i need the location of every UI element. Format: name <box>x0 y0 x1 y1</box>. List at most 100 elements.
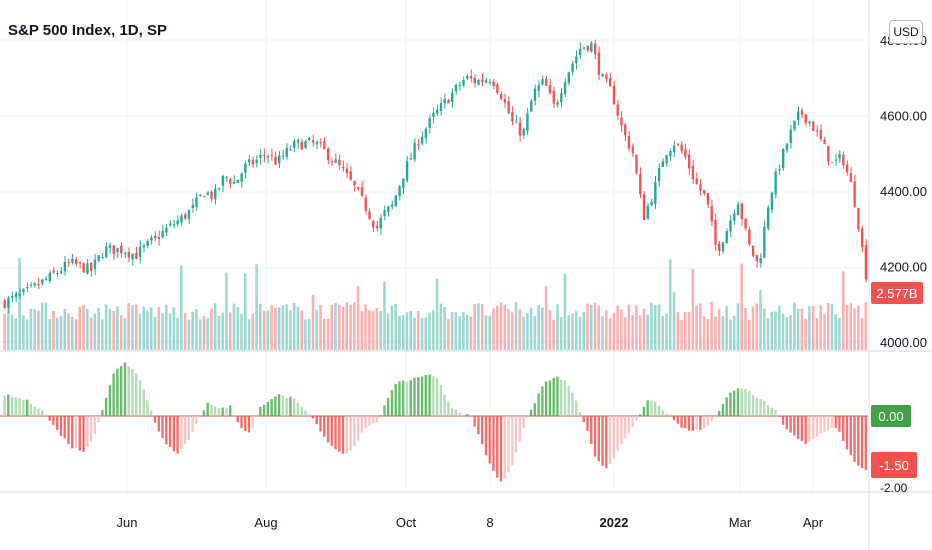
oscillator-bar <box>537 393 540 416</box>
candle-body <box>296 140 300 143</box>
oscillator-bar <box>168 416 172 447</box>
volume-bar <box>296 306 300 350</box>
candle-body <box>41 279 44 284</box>
oscillator-bar <box>183 416 187 444</box>
oscillator-bar <box>808 416 811 442</box>
candle-body <box>187 209 191 219</box>
oscillator-bar <box>356 416 360 441</box>
volume-bar <box>63 308 67 350</box>
oscillator-bar <box>620 416 623 445</box>
oscillator-bar <box>488 416 491 464</box>
oscillator-bar <box>597 416 600 462</box>
oscillator-bar <box>800 416 804 441</box>
volume-bar <box>70 316 74 350</box>
volume-bar <box>93 313 97 350</box>
candle-body <box>67 261 70 263</box>
oscillator-bar <box>52 416 55 425</box>
oscillator-bar <box>484 416 488 456</box>
volume-bar <box>778 305 781 350</box>
time-axis-label: Apr <box>803 515 824 530</box>
volume-bar <box>725 306 728 350</box>
candle-body <box>274 156 277 165</box>
candle-body <box>586 45 589 51</box>
candle-body <box>424 128 428 138</box>
volume-bar <box>650 302 653 350</box>
oscillator-bar <box>447 401 450 416</box>
volume-bar <box>116 306 119 350</box>
candle-body <box>225 177 228 179</box>
candle-body <box>710 206 713 222</box>
volume-bar <box>823 314 826 350</box>
volume-bar <box>571 313 574 350</box>
volume-bar <box>747 319 751 350</box>
oscillator-bar <box>473 416 476 427</box>
volume-bar <box>695 305 698 350</box>
candle-body <box>759 258 762 264</box>
candle-body <box>417 144 420 146</box>
oscillator-bar <box>575 400 578 416</box>
candle-body <box>454 84 458 92</box>
oscillator-bar <box>240 416 243 429</box>
candle-body <box>293 140 296 148</box>
volume-bar <box>195 309 198 350</box>
oscillator-bar <box>308 414 311 416</box>
candle-body <box>63 261 67 272</box>
oscillator-bar <box>860 416 864 469</box>
candle-body <box>255 159 258 164</box>
candle-body <box>86 263 89 274</box>
oscillator-bar <box>751 394 755 416</box>
currency-button[interactable]: USD <box>889 20 923 44</box>
oscillator-bar <box>665 413 668 416</box>
candle-body <box>703 189 706 194</box>
candle-body <box>782 149 785 169</box>
volume-bar <box>522 316 525 350</box>
oscillator-bar <box>206 402 209 416</box>
volume-bar <box>526 313 529 350</box>
candle-body <box>860 228 864 247</box>
oscillator-bar <box>811 416 815 439</box>
oscillator-bar <box>229 405 232 416</box>
candle-body <box>631 146 634 154</box>
volume-bar <box>364 304 367 350</box>
oscillator-bar <box>458 412 461 416</box>
oscillator-bar <box>462 414 465 416</box>
volume-bar <box>729 319 732 350</box>
price-axis-label: 4400.00 <box>880 184 927 199</box>
volume-bar <box>82 304 85 350</box>
oscillator-bar <box>699 416 702 430</box>
oscillator-bar <box>465 413 469 416</box>
oscillator-bar <box>221 407 224 416</box>
candle-body <box>778 169 781 171</box>
volume-bar <box>627 304 631 350</box>
candle-body <box>97 255 100 261</box>
candle-body <box>770 192 774 210</box>
oscillator-bar <box>326 416 330 443</box>
candle-body <box>812 121 815 131</box>
candle-body <box>338 159 341 166</box>
oscillator-bar <box>631 416 634 428</box>
volume-bar <box>14 318 18 350</box>
oscillator-bar <box>74 416 78 449</box>
candle-body <box>33 283 36 286</box>
volume-bar <box>270 305 273 350</box>
oscillator-bar <box>296 402 300 416</box>
volume-bar <box>699 303 702 350</box>
volume-bar <box>3 313 6 350</box>
candle-body <box>168 223 172 226</box>
candle-body <box>492 81 495 87</box>
candle-body <box>165 227 168 233</box>
oscillator-bar <box>150 410 153 416</box>
candle-body <box>74 259 78 264</box>
candle-body <box>744 218 747 229</box>
volume-bar <box>860 317 864 350</box>
oscillator-bar <box>387 397 390 416</box>
volume-bar <box>462 312 465 350</box>
candle-body <box>439 103 443 112</box>
candle-body <box>447 100 450 104</box>
volume-bar <box>740 263 743 350</box>
candle-body <box>857 207 860 229</box>
volume-bar <box>755 303 759 350</box>
candle-body <box>387 206 390 212</box>
oscillator-bar <box>725 397 728 416</box>
